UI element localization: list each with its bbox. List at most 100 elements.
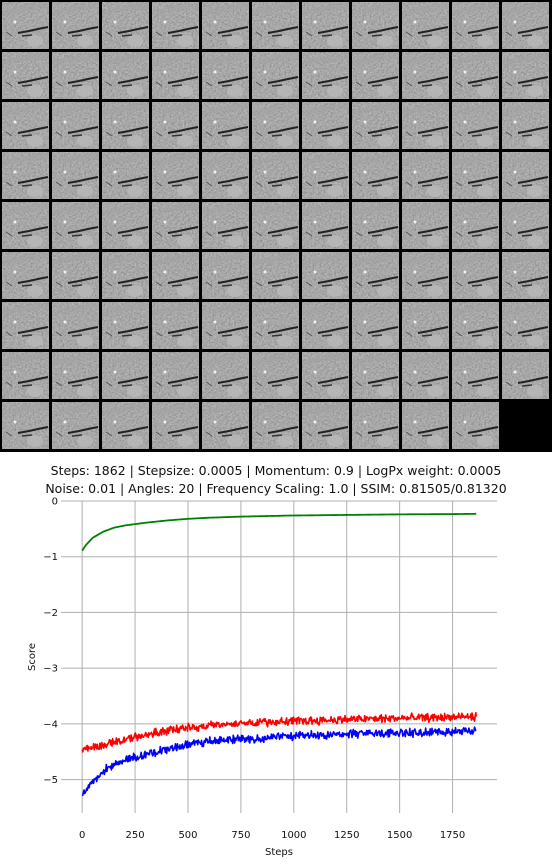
thumbnail-image: [502, 252, 549, 299]
thumbnail-image: [302, 352, 349, 399]
thumbnail-image: [102, 202, 149, 249]
ticks-layer: 0 250 500 750 1000 1250 1500 1750 0 −1 −2 −3 −4 −5: [43, 497, 465, 842]
thumbnail-image: [102, 152, 149, 199]
thumbnail-image: [402, 202, 449, 249]
thumbnail-image: [252, 52, 299, 99]
thumbnail-image: [502, 302, 549, 349]
thumbnail-image: [452, 152, 499, 199]
thumbnail-image: [2, 52, 49, 99]
y-tick-label: −5: [43, 775, 58, 786]
thumbnail-image: [302, 2, 349, 49]
thumbnail-image: [152, 252, 199, 299]
thumbnail-image: [302, 152, 349, 199]
y-axis-label: Score: [27, 643, 38, 671]
thumbnail-image: [152, 152, 199, 199]
thumbnail-image: [2, 352, 49, 399]
thumbnail-image: [52, 52, 99, 99]
x-tick-label: 1000: [281, 830, 306, 841]
thumbnail-image: [452, 402, 499, 449]
thumbnail-image: [152, 2, 199, 49]
thumbnail-image: [202, 402, 249, 449]
thumbnail-image: [252, 352, 299, 399]
thumbnail-image: [152, 302, 199, 349]
thumbnail-grid: [0, 0, 552, 452]
thumbnail-image: [102, 352, 149, 399]
thumbnail-image: [202, 2, 249, 49]
thumbnail-image: [52, 102, 99, 149]
thumbnail-image: [52, 402, 99, 449]
thumbnail-image: [152, 52, 199, 99]
thumbnail-image: [102, 2, 149, 49]
thumbnail-image: [2, 402, 49, 449]
thumbnail-image: [302, 202, 349, 249]
thumbnail-image: [352, 402, 399, 449]
series-line: [81, 512, 477, 552]
chart-title-line-2: Noise: 0.01 | Angles: 20 | Frequency Sca…: [45, 481, 507, 496]
thumbnail-image: [302, 102, 349, 149]
y-tick-label: −1: [43, 552, 58, 563]
thumbnail-image: [2, 102, 49, 149]
x-tick-label: 1500: [387, 830, 412, 841]
thumbnail-image: [302, 402, 349, 449]
thumbnail-image: [352, 52, 399, 99]
thumbnail-image: [302, 252, 349, 299]
y-tick-label: −2: [43, 608, 58, 619]
series-line: [81, 726, 477, 797]
thumbnail-image: [352, 102, 399, 149]
thumbnail-image: [52, 152, 99, 199]
thumbnail-image: [252, 152, 299, 199]
x-tick-label: 500: [178, 830, 197, 841]
thumbnail-image: [202, 52, 249, 99]
thumbnail-image: [152, 102, 199, 149]
thumbnail-image: [102, 302, 149, 349]
thumbnail-image: [502, 202, 549, 249]
thumbnail-image: [452, 52, 499, 99]
thumbnail-image: [452, 252, 499, 299]
thumbnail-image: [102, 402, 149, 449]
thumbnail-image: [402, 2, 449, 49]
series-layer: [81, 512, 478, 797]
thumbnail-image: [202, 352, 249, 399]
x-tick-label: 1750: [440, 830, 465, 841]
score-chart: 0 250 500 750 1000 1250 1500 1750 0 −1 −2 −3 −4 −5 St…: [27, 497, 497, 858]
thumbnail-image: [352, 202, 399, 249]
thumbnail-image: [502, 2, 549, 49]
thumbnail-image: [202, 102, 249, 149]
thumbnail-image: [452, 202, 499, 249]
thumbnail-image: [2, 302, 49, 349]
thumbnail-image: [152, 352, 199, 399]
thumbnail-image: [2, 2, 49, 49]
thumbnail-image: [402, 402, 449, 449]
thumbnail-image: [352, 2, 399, 49]
thumbnail-image: [152, 402, 199, 449]
thumbnail-image: [52, 2, 99, 49]
thumbnail-image: [402, 52, 449, 99]
y-tick-label: −4: [43, 719, 58, 730]
x-tick-label: 750: [231, 830, 250, 841]
thumbnail-image: [402, 352, 449, 399]
x-tick-label: 1250: [334, 830, 359, 841]
y-tick-label: −3: [43, 664, 58, 675]
thumbnail-image: [2, 202, 49, 249]
thumbnail-image: [102, 102, 149, 149]
thumbnail-image: [252, 402, 299, 449]
thumbnail-image: [502, 52, 549, 99]
thumbnail-image: [252, 302, 299, 349]
thumbnail-image: [102, 252, 149, 299]
thumbnail-image: [252, 102, 299, 149]
thumbnail-image: [402, 102, 449, 149]
thumbnail-image: [252, 252, 299, 299]
grid-layer: [61, 500, 497, 813]
thumbnail-image: [52, 202, 99, 249]
thumbnail-image: [302, 302, 349, 349]
thumbnail-image: [2, 152, 49, 199]
thumbnail-image: [202, 252, 249, 299]
thumbnail-image: [352, 302, 399, 349]
thumbnail-image: [102, 52, 149, 99]
thumbnail-image: [452, 352, 499, 399]
thumbnail-image: [202, 152, 249, 199]
thumbnail-image: [52, 352, 99, 399]
thumbnail-image: [2, 252, 49, 299]
thumbnail-image: [352, 152, 399, 199]
thumbnail-image: [352, 352, 399, 399]
